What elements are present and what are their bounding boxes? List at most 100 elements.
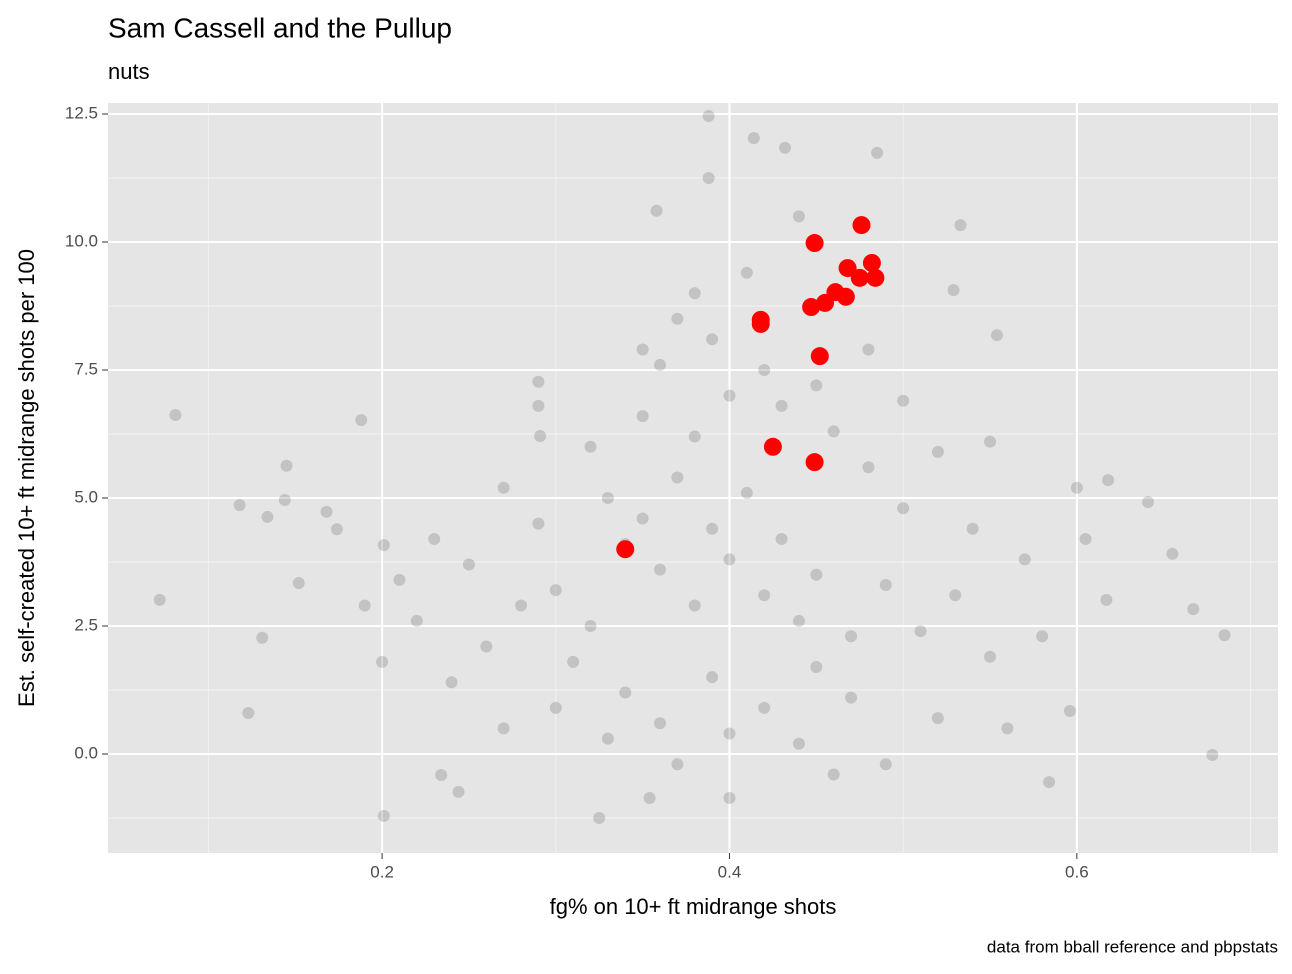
point: [862, 461, 875, 474]
y-tick-label: 5.0: [74, 487, 98, 506]
point: [497, 722, 510, 735]
y-tick-label: 12.5: [65, 103, 98, 122]
point: [723, 389, 736, 402]
point: [280, 459, 293, 472]
point: [747, 132, 760, 145]
point: [462, 558, 475, 571]
point: [515, 599, 528, 612]
point: [1043, 776, 1056, 789]
x-axis-title: fg% on 10+ ft midrange shots: [550, 894, 837, 919]
point: [671, 312, 684, 325]
point: [862, 343, 875, 356]
highlight-point: [616, 540, 635, 559]
point: [452, 785, 465, 798]
point: [897, 394, 910, 407]
caption: data from bball reference and pbpstats: [987, 937, 1278, 956]
point: [601, 491, 614, 504]
point: [534, 430, 547, 443]
point: [706, 522, 719, 535]
point: [871, 146, 884, 159]
point: [584, 619, 597, 632]
point: [256, 631, 269, 644]
highlight-point: [866, 268, 885, 287]
point: [897, 502, 910, 515]
point: [706, 671, 719, 684]
x-tick-label: 0.2: [370, 862, 394, 881]
point: [1218, 629, 1231, 642]
y-tick-label: 0.0: [74, 743, 98, 762]
y-tick-label: 10.0: [65, 231, 98, 250]
point: [1063, 704, 1076, 717]
highlight-point: [852, 216, 871, 235]
y-axis-title: Est. self-created 10+ ft midrange shots …: [14, 249, 39, 707]
point: [984, 650, 997, 663]
point: [242, 707, 255, 720]
point: [330, 523, 343, 536]
highlight-point: [805, 234, 824, 253]
point: [775, 532, 788, 545]
point: [653, 563, 666, 576]
point: [1166, 547, 1179, 560]
point: [810, 379, 823, 392]
point: [549, 584, 562, 597]
point: [1036, 630, 1049, 643]
point: [688, 599, 701, 612]
point: [931, 445, 944, 458]
point: [445, 676, 458, 689]
highlight-point: [838, 259, 857, 278]
point: [650, 204, 663, 217]
point: [410, 614, 423, 627]
point: [1079, 532, 1092, 545]
highlight-point: [862, 253, 881, 272]
point: [845, 630, 858, 643]
point: [636, 512, 649, 525]
point: [1070, 481, 1083, 494]
point: [480, 640, 493, 653]
point: [779, 141, 792, 154]
point: [393, 573, 406, 586]
point: [355, 414, 368, 427]
point: [671, 758, 684, 771]
point: [1001, 722, 1014, 735]
point: [931, 712, 944, 725]
point: [377, 539, 390, 552]
point: [792, 737, 805, 750]
point: [435, 768, 448, 781]
point: [376, 655, 389, 668]
chart-subtitle: nuts: [108, 59, 150, 84]
point: [320, 505, 333, 518]
highlight-point: [816, 293, 835, 312]
x-tick-label: 0.6: [1065, 862, 1089, 881]
point: [688, 287, 701, 300]
point: [1018, 553, 1031, 566]
point: [532, 517, 545, 530]
point: [702, 110, 715, 123]
point: [990, 329, 1003, 342]
panel: [108, 103, 1278, 853]
point: [567, 655, 580, 668]
point: [954, 219, 967, 232]
point: [153, 593, 166, 606]
highlight-point: [763, 437, 782, 456]
point: [1206, 749, 1219, 762]
point: [549, 701, 562, 714]
highlight-point: [802, 298, 821, 317]
point: [1102, 474, 1115, 487]
point: [1100, 593, 1113, 606]
highlight-point: [805, 453, 824, 472]
highlight-point: [751, 314, 770, 333]
point: [671, 471, 684, 484]
chart-title: Sam Cassell and the Pullup: [108, 12, 452, 43]
point: [966, 522, 979, 535]
highlight-point: [850, 268, 869, 287]
point: [532, 375, 545, 388]
point: [233, 499, 246, 512]
point: [827, 768, 840, 781]
point: [532, 399, 545, 412]
point: [792, 614, 805, 627]
point: [653, 358, 666, 371]
highlight-point: [810, 347, 829, 366]
point: [723, 792, 736, 805]
point: [1142, 496, 1155, 509]
